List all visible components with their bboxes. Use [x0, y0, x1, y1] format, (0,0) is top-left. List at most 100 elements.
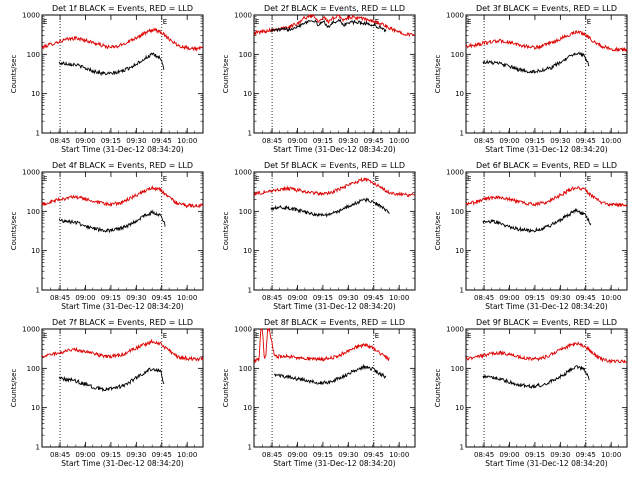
y-tick-label: 100	[239, 208, 252, 216]
plot-frame	[253, 328, 416, 448]
plot-title: Det 9f BLACK = Events, RED = LLD	[476, 318, 617, 327]
plot-frame	[253, 171, 416, 291]
x-tick-label: 09:00	[499, 294, 519, 302]
plot-panel: Det 4f BLACK = Events, RED = LLD 1 10 100 10…	[10, 161, 204, 311]
y-axis-label: Counts/sec	[434, 55, 442, 94]
plot-panel: Det 8f BLACK = Events, RED = LLD 1 10 100 10…	[222, 318, 416, 468]
event-marker-left: E	[255, 332, 259, 340]
y-tick-label: 1	[248, 444, 252, 452]
series-line	[58, 52, 165, 77]
x-tick-label: 09:45	[364, 451, 384, 459]
y-tick-label: 10	[31, 404, 40, 412]
y-tick-label: 1	[460, 130, 464, 138]
y-tick-label: 1000	[446, 326, 464, 334]
series-line	[253, 13, 416, 38]
plot-frame	[41, 171, 204, 291]
y-axis-label: Counts/sec	[10, 369, 18, 408]
y-tick-label: 100	[451, 51, 464, 59]
x-tick-label: 09:15	[101, 137, 121, 145]
series-line	[41, 185, 204, 209]
event-marker-left: E	[255, 175, 259, 183]
y-tick-label: 1	[36, 287, 40, 295]
x-tick-label: 08:45	[474, 451, 494, 459]
plot-title: Det 4f BLACK = Events, RED = LLD	[52, 161, 193, 170]
x-axis-label: Start Time (31-Dec-12 08:34:20)	[61, 145, 183, 154]
x-tick-label: 09:15	[525, 137, 545, 145]
x-tick-label: 09:45	[576, 451, 596, 459]
plot-panel: Det 3f BLACK = Events, RED = LLD 1 10 100 10…	[434, 4, 628, 154]
y-tick-label: 1	[460, 444, 464, 452]
x-tick-label: 09:45	[576, 294, 596, 302]
plot-title: Det 7f BLACK = Events, RED = LLD	[52, 318, 193, 327]
event-marker-left: E	[43, 332, 47, 340]
series-line	[58, 209, 166, 234]
x-tick-label: 09:15	[313, 137, 333, 145]
x-axis-label: Start Time (31-Dec-12 08:34:20)	[273, 459, 395, 468]
y-tick-label: 1	[248, 130, 252, 138]
x-tick-label: 09:30	[338, 137, 358, 145]
plot-panel: Det 2f BLACK = Events, RED = LLD 1 10 100 10…	[222, 4, 416, 154]
y-tick-label: 10	[243, 247, 252, 255]
series-line	[253, 327, 390, 364]
x-axis-label: Start Time (31-Dec-12 08:34:20)	[273, 145, 395, 154]
series-line	[482, 207, 592, 233]
plot-panel: Det 1f BLACK = Events, RED = LLD 1 10 100 10…	[10, 4, 204, 154]
series-line	[270, 18, 387, 33]
plot-panel: Det 9f BLACK = Events, RED = LLD 1 10 100 10…	[434, 318, 628, 468]
x-tick-label: 09:00	[75, 294, 95, 302]
y-tick-label: 100	[239, 51, 252, 59]
y-tick-label: 10	[455, 90, 464, 98]
x-tick-label: 08:45	[50, 137, 70, 145]
plot-frame	[465, 14, 628, 134]
event-marker-left: E	[467, 18, 471, 26]
plot-title: Det 6f BLACK = Events, RED = LLD	[476, 161, 617, 170]
x-tick-label: 10:00	[177, 451, 197, 459]
event-marker-left: E	[43, 175, 47, 183]
x-tick-label: 09:30	[550, 294, 570, 302]
x-tick-label: 09:45	[152, 294, 172, 302]
plot-title: Det 3f BLACK = Events, RED = LLD	[476, 4, 617, 13]
series-line	[465, 186, 628, 208]
x-tick-label: 09:30	[338, 451, 358, 459]
x-tick-label: 09:15	[525, 451, 545, 459]
x-axis-label: Start Time (31-Dec-12 08:34:20)	[485, 145, 607, 154]
x-tick-label: 09:45	[364, 137, 384, 145]
x-tick-label: 09:45	[576, 137, 596, 145]
y-axis-label: Counts/sec	[434, 212, 442, 251]
y-tick-label: 1000	[446, 12, 464, 20]
y-tick-label: 100	[451, 365, 464, 373]
x-axis-label: Start Time (31-Dec-12 08:34:20)	[485, 459, 607, 468]
x-tick-label: 09:00	[75, 451, 95, 459]
y-tick-label: 100	[239, 365, 252, 373]
x-tick-label: 10:00	[389, 137, 409, 145]
plot-panel: Det 7f BLACK = Events, RED = LLD 1 10 100 10…	[10, 318, 204, 468]
x-tick-label: 09:30	[126, 294, 146, 302]
x-tick-label: 09:00	[287, 137, 307, 145]
series-line	[465, 29, 628, 53]
y-tick-label: 10	[31, 90, 40, 98]
x-axis-label: Start Time (31-Dec-12 08:34:20)	[61, 459, 183, 468]
y-tick-label: 10	[31, 247, 40, 255]
series-line	[58, 367, 165, 393]
x-tick-label: 10:00	[177, 137, 197, 145]
event-marker-right: E	[163, 175, 167, 183]
plot-title: Det 2f BLACK = Events, RED = LLD	[264, 4, 405, 13]
plot-frame	[253, 14, 416, 134]
y-tick-label: 10	[243, 90, 252, 98]
event-marker-right: E	[163, 332, 167, 340]
x-tick-label: 10:00	[177, 294, 197, 302]
series-line	[482, 51, 590, 74]
x-tick-label: 09:00	[287, 294, 307, 302]
y-tick-label: 1000	[234, 169, 252, 177]
y-tick-label: 100	[27, 51, 40, 59]
series-line	[41, 338, 204, 362]
x-tick-label: 09:00	[499, 451, 519, 459]
x-tick-label: 08:45	[474, 137, 494, 145]
plot-title: Det 5f BLACK = Events, RED = LLD	[264, 161, 405, 170]
x-tick-label: 08:45	[50, 294, 70, 302]
y-axis-label: Counts/sec	[222, 212, 230, 251]
x-tick-label: 08:45	[262, 294, 282, 302]
plot-panel: Det 5f BLACK = Events, RED = LLD 1 10 100 10…	[222, 161, 416, 311]
y-tick-label: 1000	[234, 12, 252, 20]
